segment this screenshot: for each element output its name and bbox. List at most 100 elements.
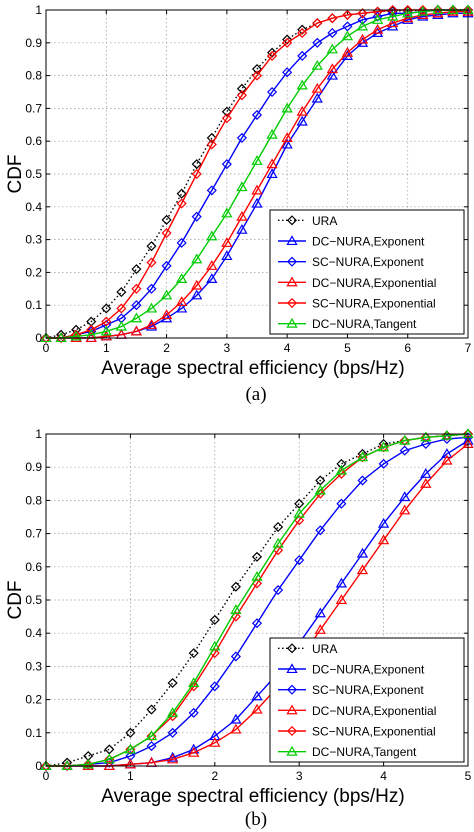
data-point-marker xyxy=(432,4,444,15)
x-tick-label: 1 xyxy=(103,341,110,355)
data-point-marker xyxy=(387,10,399,21)
data-point-marker xyxy=(100,330,112,341)
data-point-marker xyxy=(236,210,248,221)
data-point-marker xyxy=(145,730,158,741)
data-point-marker xyxy=(282,67,293,78)
series-line xyxy=(46,433,469,767)
y-axis-label: CDF xyxy=(5,580,26,619)
data-point-marker xyxy=(146,731,157,742)
legend-marker xyxy=(286,684,298,695)
y-tick-label: 0.7 xyxy=(25,101,42,115)
data-point-marker xyxy=(176,237,187,248)
data-point-marker xyxy=(100,325,112,336)
x-axis-label: Average spectral efficiency (bps/Hz) xyxy=(101,786,404,807)
data-point-marker xyxy=(191,279,203,290)
y-tick-label: 0.2 xyxy=(25,693,42,707)
legend-label: DC−NURA,Tangent xyxy=(312,745,417,759)
data-point-marker xyxy=(399,491,411,502)
data-point-marker xyxy=(188,681,199,692)
y-tick-label: 0.5 xyxy=(25,593,42,607)
data-point-marker xyxy=(167,727,178,738)
series-line xyxy=(46,443,469,767)
data-point-marker xyxy=(326,63,338,74)
data-point-marker xyxy=(130,312,143,323)
series-line xyxy=(46,436,469,767)
data-point-marker xyxy=(146,741,157,752)
data-point-marker xyxy=(230,651,241,662)
data-point-marker xyxy=(281,132,293,142)
data-point-marker xyxy=(420,432,431,443)
x-tick-label: 0 xyxy=(43,769,50,783)
y-tick-label: 1 xyxy=(35,427,42,441)
data-point-marker xyxy=(356,547,369,558)
data-point-marker xyxy=(191,289,203,300)
legend-label: SC−NURA,Exponential xyxy=(312,297,436,311)
data-point-marker xyxy=(116,303,127,314)
data-point-marker xyxy=(188,746,200,757)
data-point-marker xyxy=(221,250,233,261)
data-point-marker xyxy=(377,534,390,545)
data-point-marker xyxy=(441,448,453,458)
data-point-marker xyxy=(124,758,137,769)
data-point-marker xyxy=(371,14,384,24)
data-point-marker xyxy=(314,624,326,634)
data-point-marker xyxy=(116,287,127,298)
x-tick-label: 3 xyxy=(224,341,231,355)
series-line xyxy=(46,9,468,339)
data-point-marker xyxy=(131,264,142,275)
data-point-marker xyxy=(131,283,142,294)
y-tick-label: 1 xyxy=(35,3,42,17)
data-point-marker xyxy=(176,188,187,199)
data-point-marker xyxy=(251,63,263,75)
data-point-marker xyxy=(341,30,354,41)
data-point-marker xyxy=(417,4,428,16)
data-point-marker xyxy=(294,555,305,566)
y-tick-label: 0 xyxy=(35,331,42,345)
data-point-marker xyxy=(420,438,431,450)
legend-marker xyxy=(286,725,298,737)
data-point-marker xyxy=(267,86,278,98)
data-point-marker xyxy=(377,441,390,452)
y-axis-label: CDF xyxy=(5,154,26,193)
data-point-marker xyxy=(402,12,414,23)
data-point-marker xyxy=(281,138,293,149)
legend-label: DC−NURA,Tangent xyxy=(312,317,417,331)
data-point-marker xyxy=(191,168,202,180)
data-point-marker xyxy=(251,551,263,562)
x-tick-label: 0 xyxy=(43,341,50,355)
data-point-marker xyxy=(387,4,398,16)
legend-marker xyxy=(286,317,298,328)
data-point-marker xyxy=(40,760,52,771)
caption-b: (b) xyxy=(245,809,267,830)
data-point-marker xyxy=(188,648,199,659)
data-point-marker xyxy=(40,332,52,344)
data-point-marker xyxy=(387,17,399,28)
chart-b: 0 1 2 3 4 5 0 0.1 0.2 0.3 0.4 0.5 0.6 0.7 0.8 0.9 1 Avera… xyxy=(5,427,474,807)
data-point-marker xyxy=(125,727,136,738)
data-point-marker xyxy=(209,640,221,651)
legend-marker xyxy=(286,663,298,674)
data-point-marker xyxy=(420,477,432,488)
series-line xyxy=(45,433,469,767)
data-point-marker xyxy=(191,253,203,264)
data-point-marker xyxy=(191,211,202,222)
data-point-marker xyxy=(266,168,278,179)
data-point-marker xyxy=(103,760,115,771)
data-point-marker xyxy=(251,703,263,714)
series-5 xyxy=(40,428,474,771)
y-tick-label: 0.3 xyxy=(25,233,42,247)
data-point-marker xyxy=(326,43,338,54)
data-point-marker xyxy=(131,300,142,311)
legend-marker xyxy=(286,256,298,267)
data-point-marker xyxy=(432,4,443,16)
data-point-marker xyxy=(206,260,218,270)
data-point-marker xyxy=(236,181,248,192)
data-point-marker xyxy=(188,677,200,688)
data-point-marker xyxy=(221,237,233,247)
data-point-marker xyxy=(315,488,326,499)
data-point-marker xyxy=(209,681,220,692)
x-tick-label: 4 xyxy=(284,341,291,355)
data-point-marker xyxy=(166,751,179,762)
data-point-marker xyxy=(356,20,369,31)
